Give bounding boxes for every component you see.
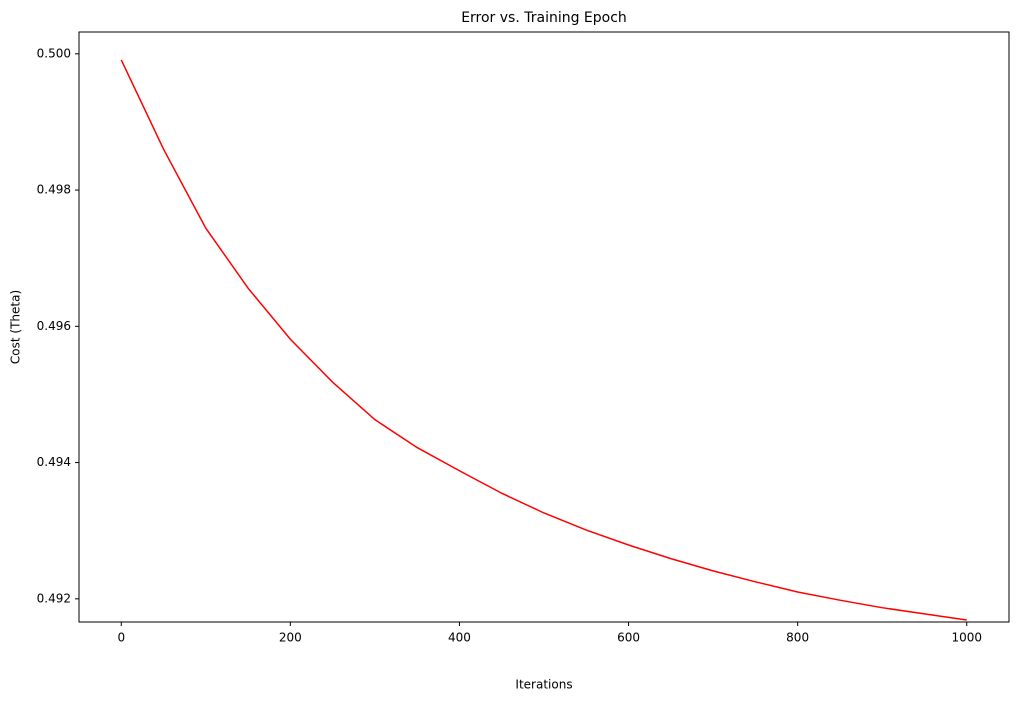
x-tick-label: 1000	[951, 631, 982, 645]
y-axis-label: Cost (Theta)	[9, 290, 23, 364]
x-tick-label: 800	[786, 631, 809, 645]
x-tick-label: 600	[617, 631, 640, 645]
y-tick-label: 0.496	[37, 319, 71, 333]
x-tick-label: 0	[117, 631, 125, 645]
y-tick-label: 0.500	[37, 46, 71, 60]
plot-frame	[78, 31, 1010, 623]
x-axis-label: Iterations	[515, 678, 572, 692]
chart-title: Error vs. Training Epoch	[461, 10, 627, 26]
y-tick-label: 0.492	[37, 591, 71, 605]
y-tick-label: 0.498	[37, 183, 71, 197]
line-series	[120, 59, 967, 621]
x-tick-label: 400	[448, 631, 471, 645]
x-tick-label: 200	[279, 631, 302, 645]
y-tick-label: 0.494	[37, 455, 71, 469]
